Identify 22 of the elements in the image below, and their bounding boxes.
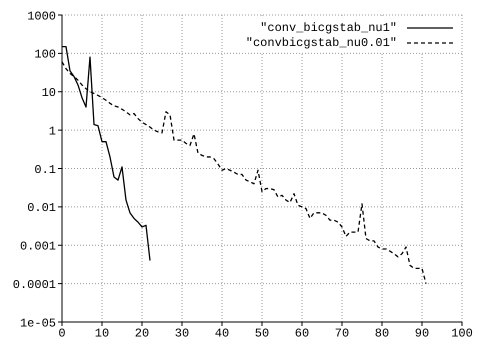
y-tick-label: 1000 — [27, 9, 56, 24]
y-tick-label: 100 — [34, 48, 56, 62]
x-tick-label: 60 — [294, 326, 310, 341]
x-tick-label: 90 — [414, 326, 430, 341]
x-tick-label: 20 — [134, 326, 150, 341]
x-tick-label: 80 — [374, 326, 390, 341]
x-tick-label: 10 — [94, 326, 110, 341]
x-tick-label: 0 — [58, 326, 66, 341]
y-tick-label: 1 — [48, 124, 56, 138]
y-tick-label: 0.01 — [27, 201, 56, 216]
x-tick-label: 40 — [214, 326, 230, 341]
y-tick-label: 0.1 — [34, 162, 56, 177]
x-tick-label: 70 — [334, 326, 350, 341]
x-tick-label: 100 — [451, 326, 473, 341]
y-tick-label: 1e-05 — [20, 316, 56, 330]
x-tick-label: 50 — [254, 326, 270, 341]
legend-label: "convbicgstab_nu0.01" — [246, 36, 397, 50]
y-tick-label: 0.001 — [20, 240, 56, 254]
y-tick-label: 10 — [42, 86, 56, 100]
legend-label: "conv_bicgstab_nu1" — [260, 20, 397, 34]
y-tick-label: 0.0001 — [12, 278, 56, 292]
x-tick-label: 30 — [174, 326, 190, 341]
